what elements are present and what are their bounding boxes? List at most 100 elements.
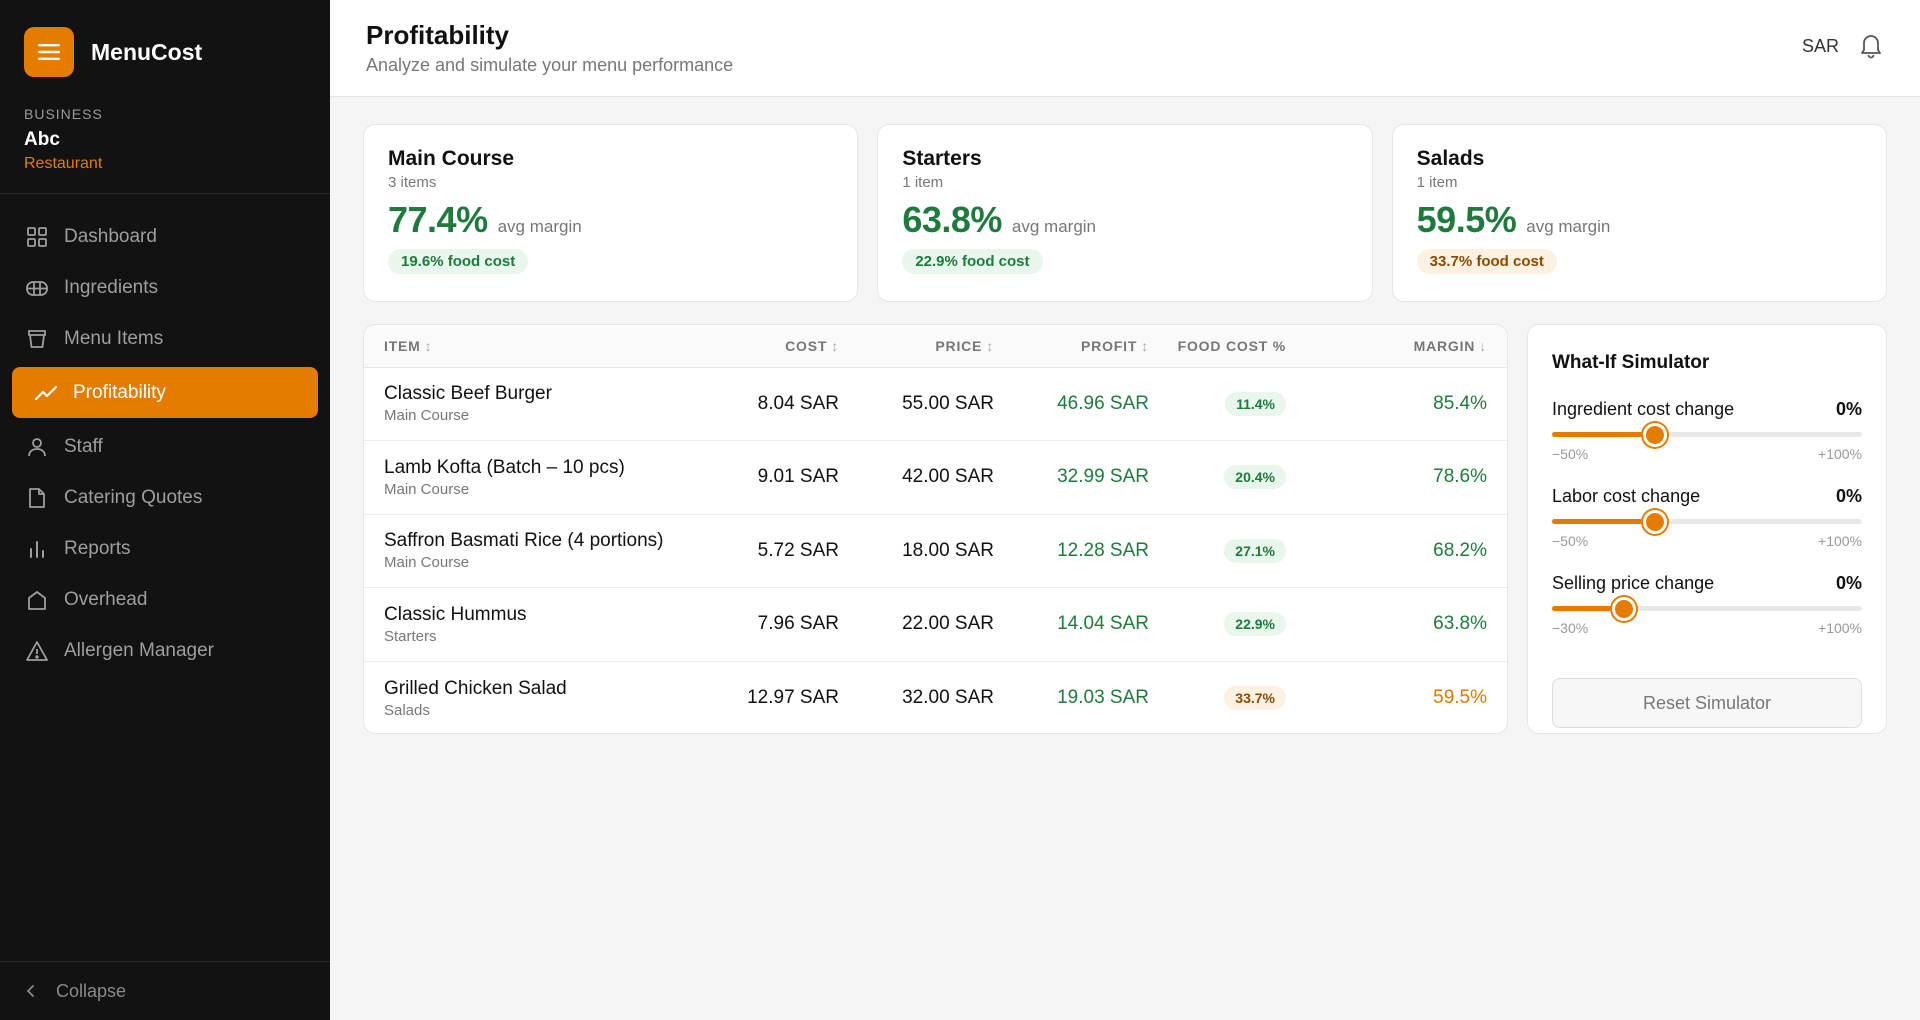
item-margin: 59.5% — [1433, 687, 1487, 708]
slider-track — [1552, 432, 1862, 437]
item-profit: 46.96 SAR — [1057, 392, 1149, 414]
column-header-price[interactable]: PRICE ↕ — [935, 337, 994, 354]
sidebar-item-catering-quotes[interactable]: Catering Quotes — [12, 472, 318, 523]
sidebar-item-ingredients[interactable]: Ingredients — [12, 262, 318, 313]
slider-value: 0% — [1835, 486, 1862, 506]
selling-price-control: Selling price change 0% −30% +100% — [1552, 573, 1862, 636]
category-item-count: 3 items — [388, 174, 437, 191]
item-category: Main Course — [384, 480, 470, 498]
sidebar-nav: Dashboard Ingredients Menu Items Profita… — [0, 194, 330, 676]
column-header-margin[interactable]: MARGIN ↓ — [1413, 337, 1487, 354]
category-name: Main Course — [388, 147, 515, 170]
sidebar-item-label: Ingredients — [64, 276, 159, 298]
item-cost: 5.72 SAR — [757, 539, 839, 561]
trend-up-icon — [34, 381, 58, 405]
item-name: Saffron Basmati Rice (4 portions) — [384, 530, 664, 552]
brand: MenuCost — [0, 0, 330, 104]
business-type: Restaurant — [24, 155, 103, 172]
sidebar-item-label: Reports — [64, 537, 131, 559]
item-price: 55.00 SAR — [902, 392, 994, 414]
labor-cost-slider[interactable] — [1552, 510, 1862, 534]
slider-label: Labor cost change — [1552, 486, 1701, 506]
profitability-table: ITEM ↕ COST ↕ PRICE ↕ PROFIT ↕ FOOD COST % M… — [364, 325, 1507, 733]
home-icon — [25, 588, 49, 612]
business-name: Abc — [24, 129, 60, 150]
page-title: Profitability — [366, 20, 510, 50]
table-row[interactable]: Grilled Chicken Salad Salads 12.97 SAR 32… — [364, 661, 1507, 733]
sidebar-item-staff[interactable]: Staff — [12, 421, 318, 472]
page-subtitle: Analyze and simulate your menu performan… — [366, 55, 734, 75]
category-margin-row: 59.5% avg margin — [1417, 199, 1862, 241]
item-price: 22.00 SAR — [902, 613, 994, 635]
table-row[interactable]: Classic Beef Burger Main Course 8.04 SAR … — [364, 367, 1507, 441]
sidebar-item-dashboard[interactable]: Dashboard — [12, 211, 318, 262]
category-margin-row: 77.4% avg margin — [388, 199, 833, 241]
ingredient-cost-slider[interactable] — [1552, 423, 1862, 447]
sidebar-item-label: Allergen Manager — [64, 639, 214, 661]
category-cards: Main Course 3 items 77.4% avg margin 19.… — [363, 124, 1887, 302]
item-price: 32.00 SAR — [902, 687, 994, 708]
column-header-item[interactable]: ITEM ↕ — [384, 337, 433, 354]
collapse-button[interactable]: Collapse — [0, 961, 330, 1020]
sidebar-item-overhead[interactable]: Overhead — [12, 574, 318, 625]
sidebar-item-menu-items[interactable]: Menu Items — [12, 313, 318, 364]
sidebar-item-label: Profitability — [73, 381, 166, 403]
sort-icon: ↕ — [831, 337, 839, 354]
notification-bell-icon[interactable] — [1858, 31, 1884, 64]
table-row[interactable]: Classic Hummus Starters 7.96 SAR 22.00 SA… — [364, 588, 1507, 661]
food-cost-badge: 22.9% — [1224, 612, 1286, 637]
sidebar-item-allergen-manager[interactable]: Allergen Manager — [12, 625, 318, 676]
table-header-row: ITEM ↕ COST ↕ PRICE ↕ PROFIT ↕ FOOD COST % M… — [364, 325, 1507, 367]
table-row[interactable]: Lamb Kofta (Batch – 10 pcs) Main Course 9… — [364, 441, 1507, 514]
food-cost-badge: 11.4% — [1225, 391, 1286, 416]
slider-thumb[interactable] — [1611, 597, 1636, 621]
labor-cost-control: Labor cost change 0% −50% +100% — [1552, 486, 1862, 549]
currency-selector[interactable]: SAR — [1801, 36, 1839, 56]
item-margin: 85.4% — [1433, 392, 1487, 414]
ingredients-icon — [25, 276, 49, 300]
sidebar-item-label: Dashboard — [64, 225, 157, 247]
slider-track — [1552, 519, 1862, 524]
reset-simulator-button[interactable]: Reset Simulator — [1552, 678, 1862, 728]
column-header-cost[interactable]: COST ↕ — [785, 337, 839, 354]
slider-max-label: +100% — [1818, 446, 1862, 462]
category-avg-margin: 63.8% — [902, 199, 1002, 240]
collapse-label: Collapse — [56, 980, 127, 1001]
item-category: Main Course — [384, 407, 470, 425]
food-cost-badge: 33.7% food cost — [1416, 249, 1557, 274]
selling-price-slider[interactable] — [1552, 597, 1862, 621]
slider-thumb[interactable] — [1643, 510, 1668, 534]
sort-icon: ↕ — [1141, 337, 1149, 354]
sidebar-item-profitability[interactable]: Profitability — [12, 367, 318, 418]
slider-min-label: −50% — [1552, 446, 1589, 462]
warning-icon — [25, 639, 49, 663]
slider-thumb[interactable] — [1643, 423, 1668, 447]
business-caption: BUSINESS — [24, 106, 103, 122]
item-price: 42.00 SAR — [902, 466, 994, 488]
item-profit: 19.03 SAR — [1057, 687, 1149, 708]
slider-min-label: −30% — [1552, 620, 1589, 636]
brand-name: MenuCost — [91, 38, 203, 65]
profitability-table-panel: ITEM ↕ COST ↕ PRICE ↕ PROFIT ↕ FOOD COST % M… — [363, 324, 1508, 734]
slider-min-label: −50% — [1552, 533, 1589, 549]
category-name: Starters — [902, 147, 982, 170]
dashboard-icon — [25, 225, 49, 249]
ingredient-cost-control: Ingredient cost change 0% −50% +100% — [1552, 399, 1862, 462]
food-cost-badge: 27.1% — [1224, 538, 1286, 563]
slider-value: 0% — [1835, 573, 1862, 593]
sort-icon: ↕ — [424, 337, 433, 354]
column-header-food-cost: FOOD COST % — [1177, 337, 1286, 354]
category-margin-row: 63.8% avg margin — [902, 199, 1347, 241]
table-row[interactable]: Saffron Basmati Rice (4 portions) Main Co… — [364, 514, 1507, 588]
hamburger-menu-icon[interactable] — [24, 27, 74, 77]
item-margin: 63.8% — [1433, 613, 1487, 635]
category-card-salads: Salads 1 item 59.5% avg margin 33.7% foo… — [1391, 124, 1887, 302]
sidebar-item-label: Overhead — [64, 588, 148, 610]
item-name: Grilled Chicken Salad — [384, 677, 567, 699]
sidebar-item-reports[interactable]: Reports — [12, 523, 318, 574]
item-price: 18.00 SAR — [902, 539, 994, 561]
item-name: Classic Hummus — [384, 603, 527, 625]
sidebar-item-label: Staff — [64, 435, 103, 457]
sidebar-item-label: Catering Quotes — [64, 486, 203, 508]
column-header-profit[interactable]: PROFIT ↕ — [1081, 337, 1149, 354]
